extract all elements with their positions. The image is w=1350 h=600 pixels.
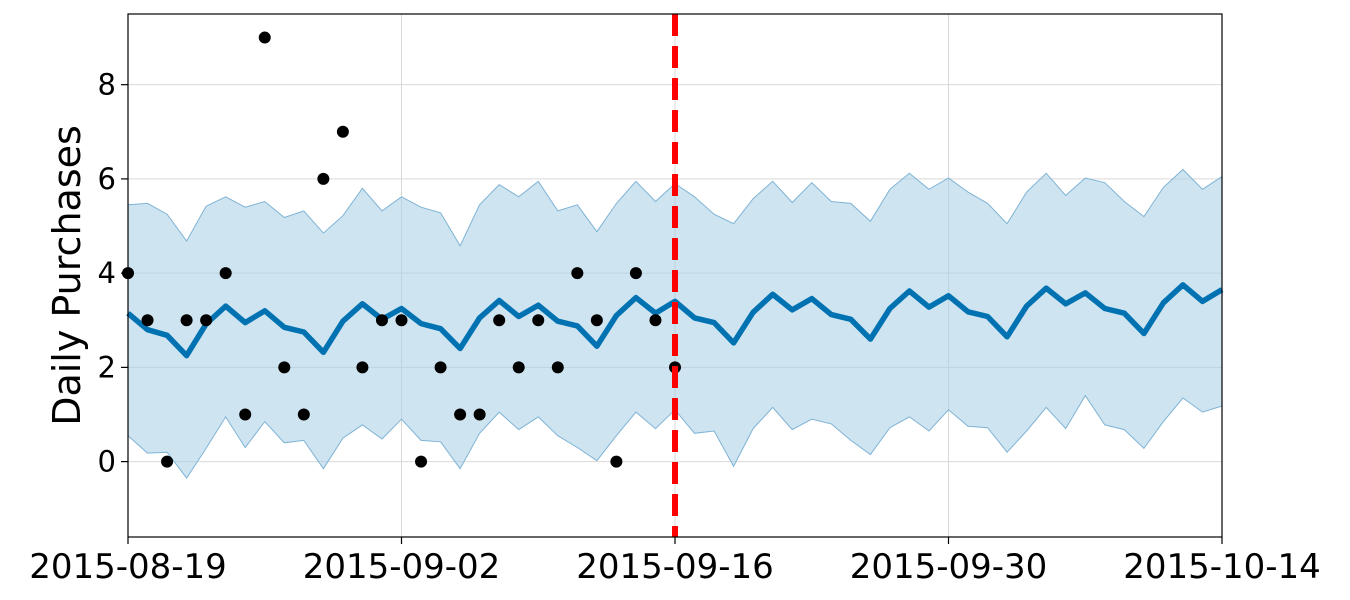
actual-point bbox=[297, 408, 310, 421]
actual-point bbox=[512, 361, 525, 374]
actual-point bbox=[629, 267, 642, 280]
actual-point bbox=[317, 172, 330, 185]
actual-points-layer bbox=[122, 31, 681, 468]
actual-point bbox=[200, 314, 213, 327]
x-axis-ticks: 2015-08-19 2015-09-02 2015-09-16 2015-09-30… bbox=[29, 537, 1321, 587]
y-tick-label: 4 bbox=[98, 256, 116, 290]
y-axis-ticks: 0 2 4 6 8 bbox=[98, 68, 128, 479]
y-tick-label: 2 bbox=[98, 350, 116, 384]
y-tick-label: 6 bbox=[98, 162, 116, 196]
x-tick-label: 2015-09-30 bbox=[850, 547, 1048, 587]
actual-point bbox=[219, 267, 232, 280]
forecast-line-layer bbox=[126, 282, 1224, 359]
actual-point bbox=[493, 314, 506, 327]
actual-point bbox=[571, 267, 584, 280]
y-tick-label: 0 bbox=[98, 445, 116, 479]
actual-point bbox=[278, 361, 291, 374]
actual-point bbox=[395, 314, 408, 327]
actual-point bbox=[356, 361, 369, 374]
actual-point bbox=[415, 455, 428, 468]
actual-point bbox=[532, 314, 545, 327]
actual-point bbox=[551, 361, 564, 374]
x-tick-label: 2015-09-02 bbox=[303, 547, 501, 587]
actual-point bbox=[239, 408, 252, 421]
actual-point bbox=[375, 314, 388, 327]
actual-point bbox=[434, 361, 447, 374]
actual-point bbox=[454, 408, 467, 421]
actual-point bbox=[590, 314, 603, 327]
actual-point bbox=[161, 455, 174, 468]
x-tick-label: 2015-10-14 bbox=[1123, 547, 1321, 587]
x-tick-label: 2015-09-16 bbox=[576, 547, 774, 587]
actual-point bbox=[141, 314, 154, 327]
actual-point bbox=[473, 408, 486, 421]
actual-point bbox=[649, 314, 662, 327]
y-tick-label: 8 bbox=[98, 68, 116, 102]
x-tick-label: 2015-08-19 bbox=[29, 547, 227, 587]
forecast-line bbox=[126, 282, 1224, 359]
actual-point bbox=[336, 125, 349, 138]
actual-point bbox=[610, 455, 623, 468]
actual-point bbox=[258, 31, 271, 44]
actual-point bbox=[180, 314, 193, 327]
y-axis-label: Daily Purchases bbox=[45, 125, 89, 426]
